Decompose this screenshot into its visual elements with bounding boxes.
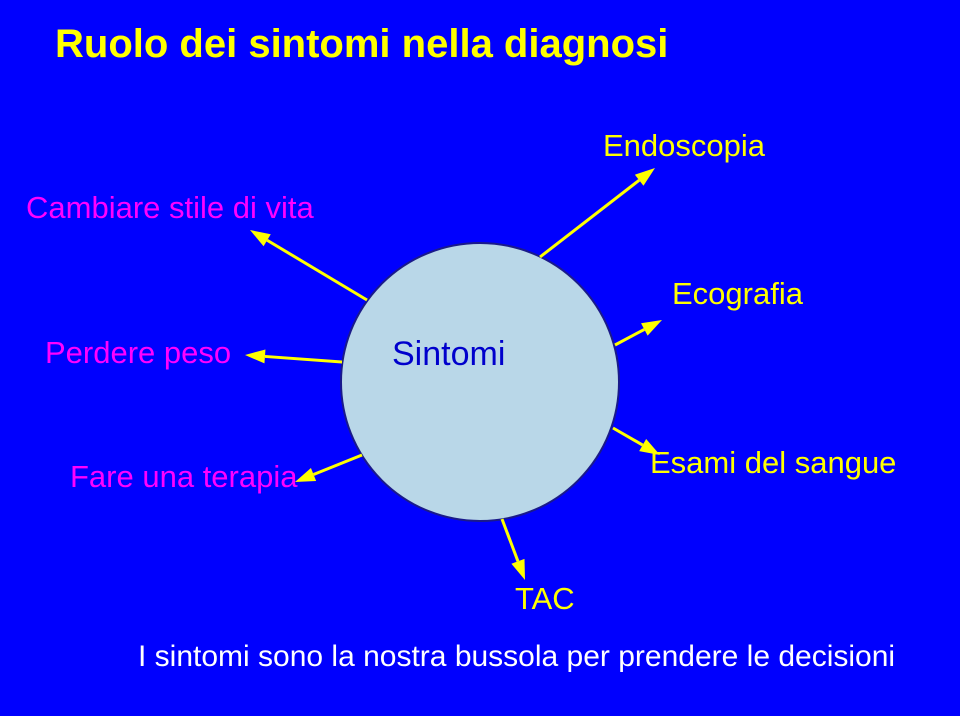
footer-text: I sintomi sono la nostra bussola per pre… [138, 640, 895, 674]
label-ecografia: Ecografia [672, 276, 803, 312]
label-endoscopia: Endoscopia [603, 128, 765, 164]
central-circle-label: Sintomi [392, 335, 505, 374]
label-esami: Esami del sangue [650, 445, 896, 481]
slide-title: Ruolo dei sintomi nella diagnosi [55, 22, 668, 67]
label-terapia: Fare una terapia [70, 459, 297, 495]
label-tac: TAC [515, 581, 575, 617]
label-cambiare: Cambiare stile di vita [26, 190, 314, 226]
label-perdere: Perdere peso [45, 335, 231, 371]
central-circle [340, 242, 620, 522]
